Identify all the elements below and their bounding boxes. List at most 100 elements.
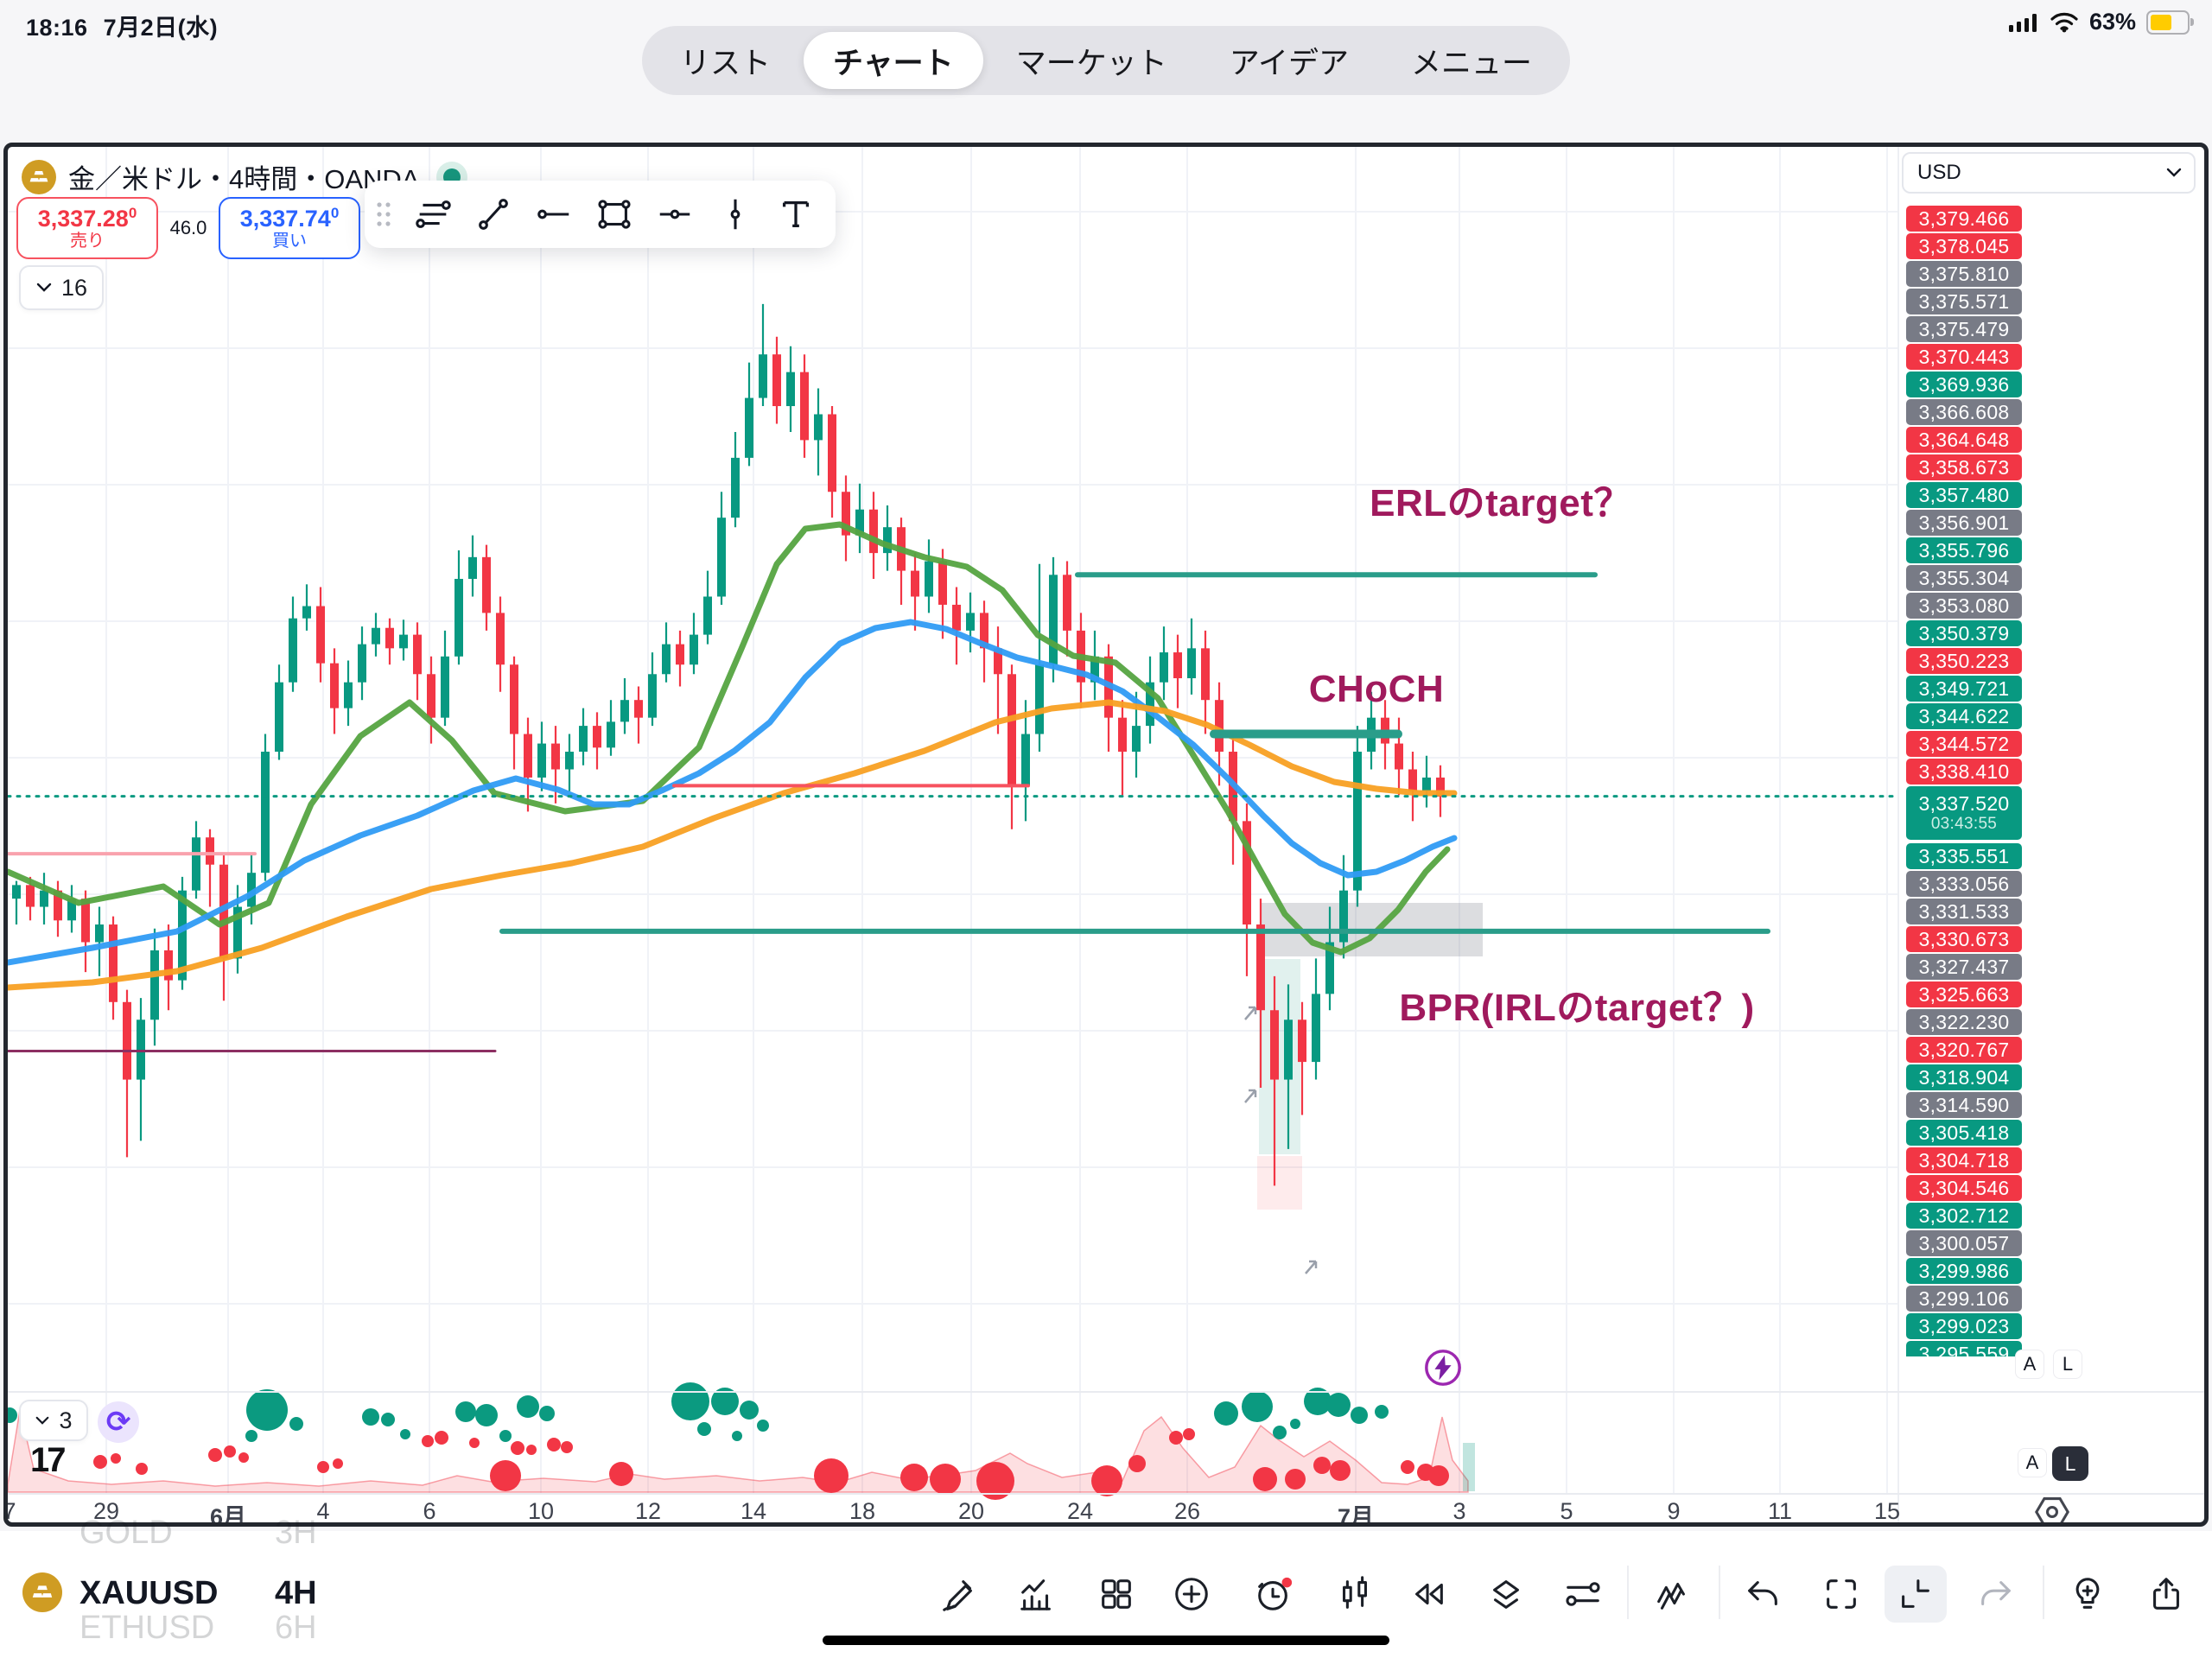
- volume-scale-log-button[interactable]: L: [2052, 1446, 2088, 1481]
- drawing-toolbar: [365, 181, 836, 248]
- magic-drawings-icon[interactable]: [1650, 1572, 1694, 1616]
- objects-count: 16: [60, 274, 88, 301]
- time-axis-separator: [8, 1493, 2204, 1495]
- tradingview-logo[interactable]: 17: [30, 1441, 66, 1479]
- price-level-label: 3,364.648: [1906, 427, 2022, 453]
- rectangle-tool-icon[interactable]: [584, 184, 645, 245]
- price-level-label: 3,327.437: [1906, 954, 2022, 980]
- layout-grid-icon[interactable]: [1095, 1572, 1138, 1616]
- time-axis-label: 18: [849, 1498, 876, 1524]
- ma-mid-blue: [8, 619, 1458, 966]
- volume-bubbles: [8, 1382, 1449, 1500]
- indicator-tray-toggle[interactable]: 3: [19, 1400, 88, 1441]
- indicators-icon[interactable]: [1015, 1572, 1058, 1616]
- ma-fast-green: [8, 521, 1451, 956]
- time-axis-label: 24: [1066, 1498, 1094, 1524]
- price-level-label: 3,299.106: [1906, 1286, 2022, 1312]
- price-level-label: 3,333.056: [1906, 871, 2022, 897]
- time-axis-label: 7: [3, 1498, 16, 1524]
- draw-pen-icon[interactable]: [938, 1572, 981, 1616]
- tab-2[interactable]: マーケット: [1015, 46, 1167, 80]
- price-level-label: 3,379.466: [1906, 206, 2022, 232]
- annotation-bpr-target[interactable]: BPR(IRLのtarget？): [1399, 987, 1755, 1029]
- sell-button[interactable]: 3,337.280 売り: [16, 197, 158, 259]
- vertical-line-tool-icon[interactable]: [705, 184, 766, 245]
- price-level-label: 3,305.418: [1906, 1120, 2022, 1146]
- price-chart-canvas[interactable]: [8, 147, 2204, 1522]
- price-level-label: 3,349.721: [1906, 676, 2022, 702]
- time-axis-label: 9: [1667, 1498, 1681, 1524]
- redo-icon[interactable]: [1974, 1572, 2018, 1616]
- toolbar-divider: [1719, 1566, 1720, 1619]
- price-level-label: 3,299.023: [1906, 1313, 2022, 1339]
- price-level-label: 3,335.551: [1906, 843, 2022, 869]
- symbol-title: 金／米ドル・4時間・OANDA: [68, 164, 420, 194]
- sync-refresh-icon[interactable]: ⟳: [98, 1401, 139, 1443]
- share-icon[interactable]: [2145, 1572, 2188, 1616]
- price-level-label: 3,314.590: [1906, 1092, 2022, 1118]
- undo-icon[interactable]: [1741, 1572, 1784, 1616]
- cursor-arrow: [1244, 1006, 1257, 1020]
- price-level-label: 3,375.571: [1906, 289, 2022, 314]
- parallel-lines-tool-icon[interactable]: [403, 184, 463, 245]
- indicator-count: 3: [59, 1407, 73, 1433]
- price-level-label: 3,299.986: [1906, 1258, 2022, 1284]
- price-level-label: 3,355.796: [1906, 537, 2022, 563]
- compare-candles-icon[interactable]: [1333, 1572, 1376, 1616]
- scales-icon[interactable]: [1885, 1566, 1947, 1623]
- time-axis-label: 26: [1173, 1498, 1201, 1524]
- horizontal-line-tool-icon[interactable]: [645, 184, 705, 245]
- trend-line-tool-icon[interactable]: [463, 184, 524, 245]
- top-tab-bar: リスト チャート マーケット アイデア メニュー: [642, 26, 1570, 95]
- main-scale-log-button[interactable]: L: [2053, 1350, 2082, 1379]
- home-indicator[interactable]: [823, 1636, 1389, 1645]
- replay-rewind-icon[interactable]: [1407, 1572, 1450, 1616]
- price-level-label: 3,369.936: [1906, 372, 2022, 397]
- toolbar-drag-handle[interactable]: [365, 200, 403, 229]
- price-level-label: 3,300.057: [1906, 1230, 2022, 1256]
- price-level-label: 3,366.608: [1906, 399, 2022, 425]
- grid: [8, 147, 1899, 1522]
- objects-tray-toggle[interactable]: 16: [19, 265, 104, 310]
- currency-dropdown[interactable]: USD: [1902, 152, 2196, 194]
- price-level-label: 3,320.767: [1906, 1037, 2022, 1063]
- tab-4[interactable]: メニュー: [1410, 46, 1532, 80]
- price-level-label: 3,338.410: [1906, 759, 2022, 785]
- price-level-label: 3,353.080: [1906, 593, 2022, 619]
- pane-separator[interactable]: [8, 1391, 2204, 1393]
- lightning-quick-trade-icon[interactable]: [1423, 1348, 1463, 1388]
- volume-area-green: [1463, 1443, 1475, 1491]
- buy-button[interactable]: 3,337.740 買い: [219, 197, 360, 259]
- object-settings-icon[interactable]: [1561, 1572, 1605, 1616]
- price-level-label: 3,344.572: [1906, 731, 2022, 757]
- fullscreen-icon[interactable]: [1820, 1572, 1863, 1616]
- price-level-label: 3,350.223: [1906, 648, 2022, 674]
- demand-tint: [1259, 959, 1300, 1154]
- time-axis-label: 5: [1560, 1498, 1573, 1524]
- ideas-lightbulb-icon[interactable]: [2066, 1572, 2109, 1616]
- horizontal-ray-tool-icon[interactable]: [524, 184, 584, 245]
- symbol-header[interactable]: 金／米ドル・4時間・OANDA: [22, 157, 468, 196]
- annotation-erl-target[interactable]: ERLのtarget？: [1370, 482, 1632, 524]
- toolbar-divider: [1627, 1566, 1629, 1619]
- layers-icon[interactable]: [1484, 1572, 1528, 1616]
- axis-settings-icon[interactable]: [2033, 1495, 2071, 1522]
- add-plus-icon[interactable]: [1170, 1572, 1213, 1616]
- chevron-down-icon: [36, 283, 52, 292]
- price-level-label: 3,375.479: [1906, 316, 2022, 342]
- main-scale-auto-button[interactable]: A: [2015, 1350, 2044, 1379]
- price-scale[interactable]: 3,379.466 3,378.045 3,375.810 3,375.571 3,37…: [1898, 147, 2204, 1356]
- tab-3[interactable]: アイデア: [1229, 46, 1349, 80]
- price-level-label: 3,370.443: [1906, 344, 2022, 370]
- tab-0[interactable]: リスト: [680, 46, 772, 80]
- text-tool-icon[interactable]: [766, 184, 826, 245]
- annotation-choch[interactable]: CHoCH: [1308, 668, 1445, 710]
- time-axis-label: 11: [1767, 1498, 1793, 1524]
- tab-selected-1[interactable]: チャート: [804, 32, 983, 89]
- alerts-clock-icon[interactable]: [1252, 1572, 1295, 1616]
- price-level-label: 3,331.533: [1906, 899, 2022, 924]
- time-axis-label: 10: [527, 1498, 555, 1524]
- cellular-icon: [2008, 11, 2039, 34]
- volume-scale-auto-button[interactable]: A: [2018, 1448, 2047, 1477]
